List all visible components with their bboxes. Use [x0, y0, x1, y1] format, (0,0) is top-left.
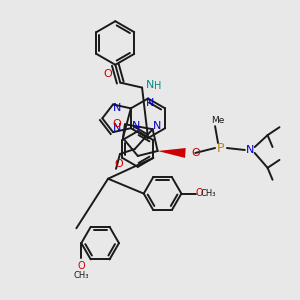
Text: N: N [132, 121, 140, 131]
Text: N: N [146, 98, 154, 108]
Text: O: O [191, 148, 200, 158]
Text: N: N [113, 123, 121, 133]
Polygon shape [158, 148, 186, 158]
Text: O: O [103, 69, 112, 79]
Text: O: O [115, 159, 123, 170]
Text: O: O [195, 188, 203, 198]
Text: P: P [216, 142, 224, 154]
Text: Me: Me [212, 116, 225, 125]
Text: H: H [154, 81, 162, 91]
Text: N: N [113, 103, 121, 113]
Text: CH₃: CH₃ [74, 271, 89, 280]
Text: N: N [146, 80, 154, 90]
Text: O: O [112, 119, 122, 129]
Text: O: O [77, 261, 85, 271]
Text: CH₃: CH₃ [200, 189, 216, 198]
Text: N: N [153, 121, 161, 131]
Text: N: N [246, 145, 254, 155]
